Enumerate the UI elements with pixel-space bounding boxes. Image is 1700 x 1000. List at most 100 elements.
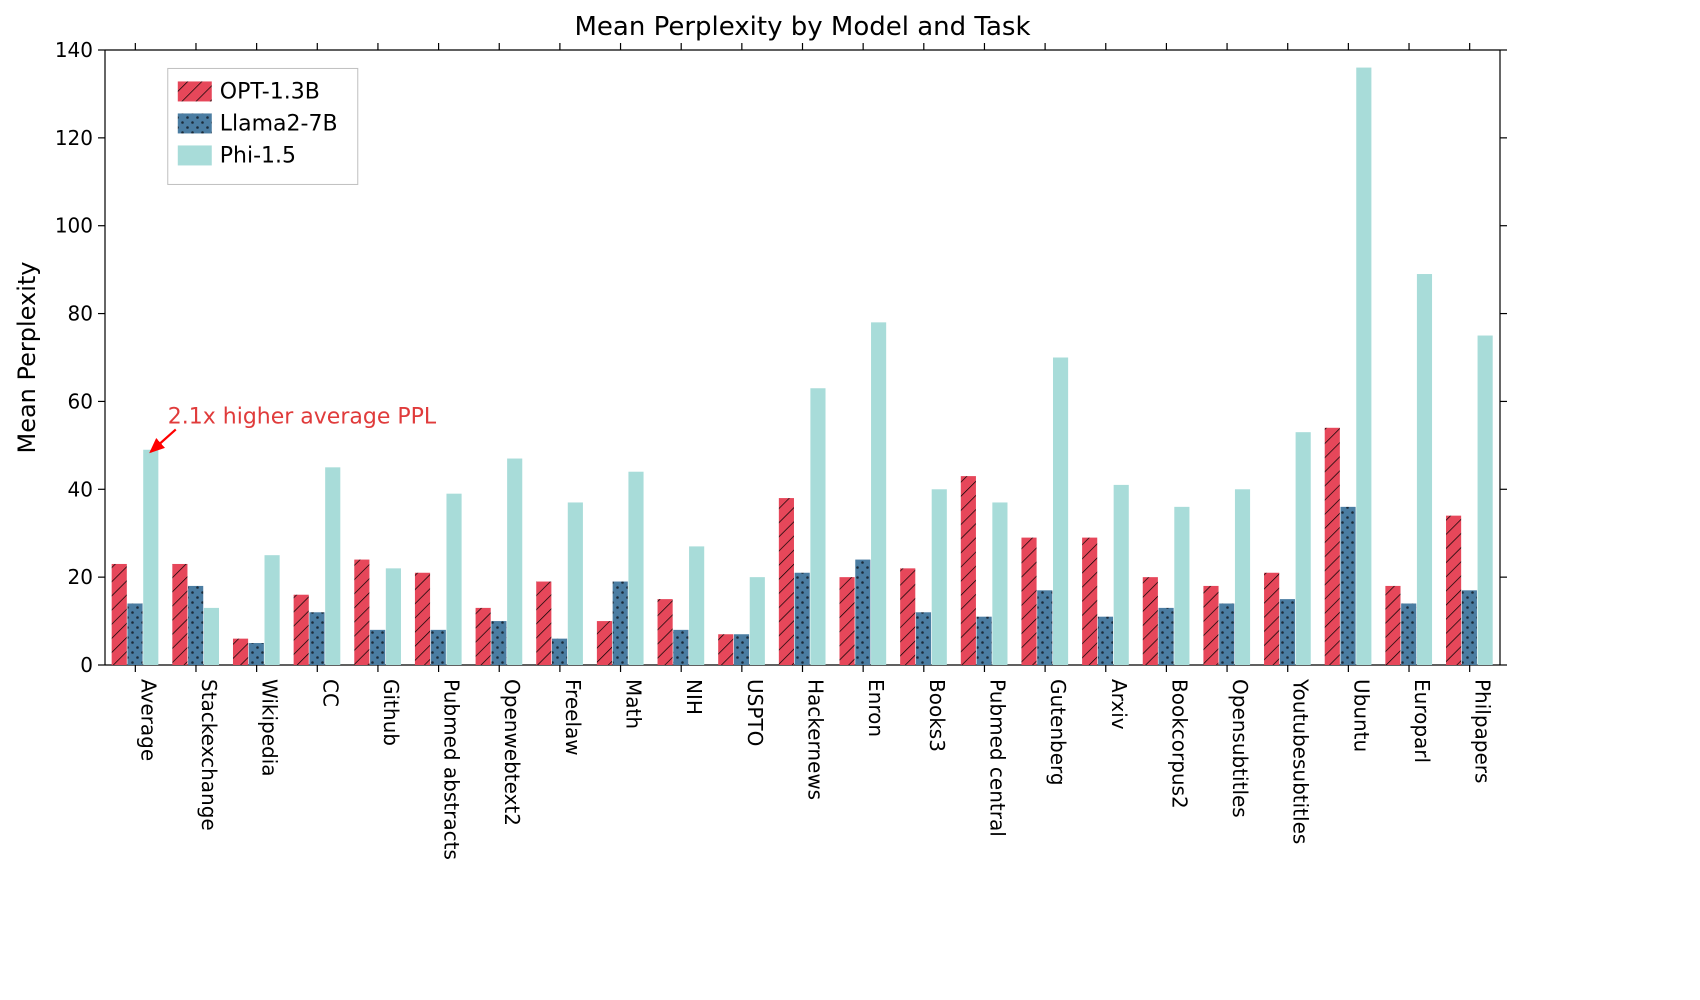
annotation-text: 2.1x higher average PPL bbox=[168, 404, 437, 429]
x-tick-label: Hackernews bbox=[804, 679, 828, 800]
bar bbox=[689, 546, 704, 665]
bar bbox=[1053, 358, 1068, 666]
bar bbox=[354, 560, 369, 665]
bar bbox=[932, 489, 947, 665]
x-tick-label: Pubmed central bbox=[985, 679, 1009, 837]
x-tick-label: CC bbox=[318, 679, 342, 707]
bar bbox=[188, 586, 203, 665]
bar bbox=[172, 564, 187, 665]
chart-title: Mean Perplexity by Model and Task bbox=[574, 12, 1030, 42]
bar bbox=[871, 322, 886, 665]
bar bbox=[476, 608, 491, 665]
bar bbox=[1446, 516, 1461, 665]
x-tick-label: Philpapers bbox=[1471, 679, 1495, 783]
bar bbox=[568, 502, 583, 665]
bar bbox=[916, 612, 931, 665]
bar bbox=[1264, 573, 1279, 665]
bar bbox=[992, 502, 1007, 665]
chart-container: 020406080100120140Mean PerplexityMean Pe… bbox=[0, 0, 1700, 1000]
bar bbox=[839, 577, 854, 665]
x-tick-label: Average bbox=[136, 679, 160, 761]
x-tick-label: Ubuntu bbox=[1349, 679, 1373, 752]
bar bbox=[370, 630, 385, 665]
bar bbox=[977, 617, 992, 665]
bar bbox=[552, 639, 567, 665]
bar bbox=[431, 630, 446, 665]
bar bbox=[613, 582, 628, 665]
bar bbox=[1021, 538, 1036, 665]
bar bbox=[1417, 274, 1432, 665]
bar bbox=[1159, 608, 1174, 665]
x-tick-label: Europarl bbox=[1410, 679, 1434, 763]
legend-swatch bbox=[178, 113, 212, 133]
bar bbox=[265, 555, 280, 665]
bar bbox=[249, 643, 264, 665]
legend-swatch bbox=[178, 145, 212, 165]
x-tick-label: Stackexchange bbox=[197, 679, 221, 831]
bar bbox=[446, 494, 461, 665]
legend-swatch bbox=[178, 81, 212, 101]
bar bbox=[900, 568, 915, 665]
bar bbox=[204, 608, 219, 665]
bar bbox=[628, 472, 643, 665]
legend-label: Llama2-7B bbox=[220, 111, 338, 136]
x-tick-label: Wikipedia bbox=[258, 679, 282, 777]
x-tick-label: Pubmed abstracts bbox=[440, 679, 464, 860]
x-tick-label: Opensubtitles bbox=[1228, 679, 1252, 818]
y-tick-label: 100 bbox=[55, 214, 93, 238]
bar bbox=[1143, 577, 1158, 665]
bar bbox=[1037, 590, 1052, 665]
bar bbox=[386, 568, 401, 665]
bar bbox=[143, 450, 158, 665]
bar bbox=[1082, 538, 1097, 665]
legend-label: Phi-1.5 bbox=[220, 143, 296, 168]
x-tick-label: Enron bbox=[864, 679, 888, 737]
x-tick-label: Bookcorpus2 bbox=[1167, 679, 1191, 809]
x-tick-label: Math bbox=[622, 679, 646, 729]
x-tick-label: Youtubesubtitles bbox=[1289, 678, 1313, 844]
bar bbox=[1203, 586, 1218, 665]
bar bbox=[415, 573, 430, 665]
y-tick-label: 0 bbox=[80, 653, 93, 677]
x-tick-label: NIH bbox=[682, 679, 706, 715]
y-axis-label: Mean Perplexity bbox=[13, 262, 41, 454]
bar bbox=[325, 467, 340, 665]
bar bbox=[507, 459, 522, 665]
y-tick-label: 20 bbox=[68, 565, 93, 589]
bar bbox=[1235, 489, 1250, 665]
bar bbox=[1462, 590, 1477, 665]
bar bbox=[536, 582, 551, 665]
bar bbox=[1098, 617, 1113, 665]
x-tick-label: Github bbox=[379, 679, 403, 746]
x-tick-label: Books3 bbox=[925, 679, 949, 752]
bar bbox=[734, 634, 749, 665]
bar bbox=[1385, 586, 1400, 665]
x-tick-label: Openwebtext2 bbox=[500, 679, 524, 826]
bar bbox=[294, 595, 309, 665]
bar bbox=[1219, 604, 1234, 666]
bar bbox=[1296, 432, 1311, 665]
x-tick-label: USPTO bbox=[743, 679, 767, 746]
bar bbox=[718, 634, 733, 665]
bar bbox=[597, 621, 612, 665]
perplexity-bar-chart: 020406080100120140Mean PerplexityMean Pe… bbox=[0, 0, 1700, 1000]
bar bbox=[779, 498, 794, 665]
bar bbox=[1114, 485, 1129, 665]
bar bbox=[795, 573, 810, 665]
y-tick-label: 60 bbox=[68, 389, 93, 413]
bar bbox=[1340, 507, 1355, 665]
bar bbox=[1356, 68, 1371, 665]
y-tick-label: 140 bbox=[55, 38, 93, 62]
bar bbox=[673, 630, 688, 665]
x-tick-label: Arxiv bbox=[1107, 679, 1131, 730]
y-tick-label: 40 bbox=[68, 477, 93, 501]
x-tick-label: Gutenberg bbox=[1046, 679, 1070, 786]
bar bbox=[491, 621, 506, 665]
bar bbox=[1478, 336, 1493, 665]
legend-label: OPT-1.3B bbox=[220, 79, 320, 104]
bar bbox=[112, 564, 127, 665]
bar bbox=[1280, 599, 1295, 665]
bar bbox=[127, 604, 142, 666]
bar bbox=[961, 476, 976, 665]
bar bbox=[750, 577, 765, 665]
